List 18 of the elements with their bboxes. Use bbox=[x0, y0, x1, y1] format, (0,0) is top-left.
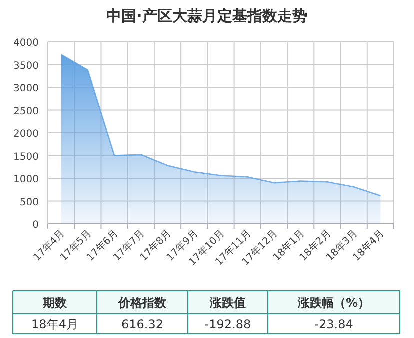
y-tick-label: 2500 bbox=[14, 106, 39, 118]
text: 616.32 bbox=[122, 318, 164, 332]
chart-title: 中国·产区大蒜月定基指数走势 bbox=[106, 7, 308, 25]
y-tick-label: 2000 bbox=[14, 129, 39, 140]
y-tick-label: 0 bbox=[32, 220, 39, 231]
text: 涨跌值 bbox=[209, 296, 246, 310]
y-tick-label: 3500 bbox=[14, 60, 39, 72]
y-tick-label: 500 bbox=[20, 197, 39, 208]
text: 价格指数 bbox=[118, 296, 168, 310]
text: -23.84 bbox=[314, 318, 354, 332]
text: 期数 bbox=[42, 296, 68, 310]
y-tick-label: 4000 bbox=[14, 38, 39, 49]
text: 18年4月 bbox=[32, 318, 78, 332]
y-tick-label: 1000 bbox=[14, 174, 39, 186]
y-tick-label: 1500 bbox=[14, 152, 39, 163]
text: 涨跌幅（%） bbox=[296, 296, 370, 310]
text: -192.88 bbox=[204, 318, 252, 332]
y-tick-label: 3000 bbox=[14, 84, 39, 94]
